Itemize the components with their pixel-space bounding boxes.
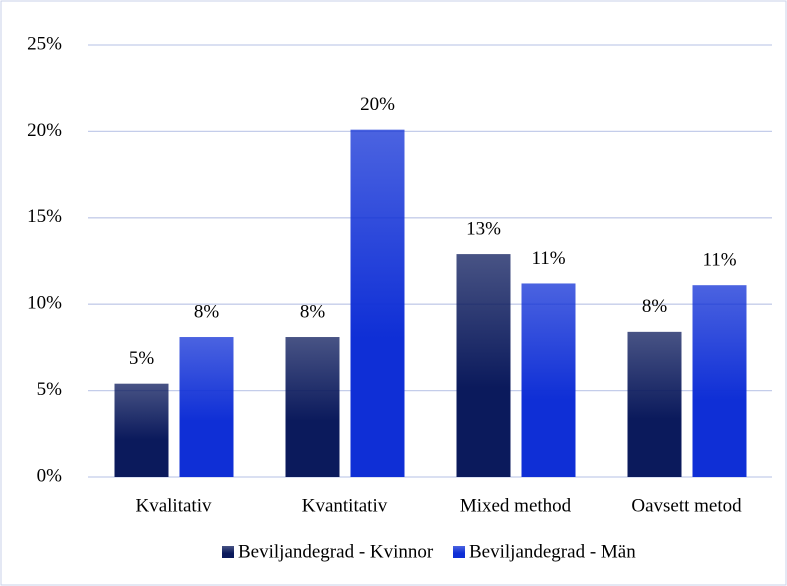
value-label: 20% — [360, 94, 395, 115]
value-label: 8% — [194, 301, 220, 322]
legend-label: Beviljandegrad - Män — [469, 541, 636, 562]
x-tick-label: Kvantitativ — [302, 495, 388, 516]
x-tick-label: Oavsett metod — [631, 495, 742, 516]
y-tick-label: 10% — [27, 293, 62, 314]
y-tick-label: 0% — [37, 465, 63, 486]
bar — [179, 337, 234, 477]
bar — [350, 129, 405, 477]
bar — [285, 337, 340, 477]
value-label: 11% — [531, 248, 565, 269]
bar — [521, 283, 576, 477]
x-tick-label: Kvalitativ — [136, 495, 212, 516]
bar — [627, 331, 682, 477]
value-label: 13% — [466, 218, 501, 239]
legend-swatch — [453, 546, 465, 558]
value-label: 8% — [300, 301, 326, 322]
x-tick-label: Mixed method — [460, 495, 572, 516]
legend-label: Beviljandegrad - Kvinnor — [238, 541, 434, 562]
legend-swatch — [222, 546, 234, 558]
y-tick-label: 20% — [27, 120, 62, 141]
bar — [692, 285, 747, 477]
value-label: 8% — [642, 296, 668, 317]
y-tick-label: 15% — [27, 206, 62, 227]
bar — [456, 254, 511, 477]
value-label: 5% — [129, 348, 155, 369]
value-label: 11% — [702, 250, 736, 271]
y-tick-label: 5% — [37, 379, 63, 400]
y-tick-label: 25% — [27, 33, 62, 54]
bar — [114, 383, 169, 477]
